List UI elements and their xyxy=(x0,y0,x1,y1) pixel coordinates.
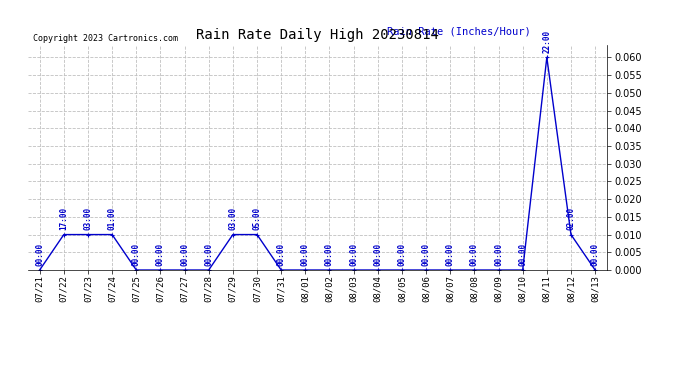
Text: 00:00: 00:00 xyxy=(277,243,286,266)
Text: 00:00: 00:00 xyxy=(349,243,358,266)
Text: 00:00: 00:00 xyxy=(518,243,527,266)
Text: 03:00: 03:00 xyxy=(83,207,92,230)
Text: 00:00: 00:00 xyxy=(156,243,165,266)
Text: 00:00: 00:00 xyxy=(422,243,431,266)
Text: 01:00: 01:00 xyxy=(108,207,117,230)
Text: 00:00: 00:00 xyxy=(132,243,141,266)
Text: 00:00: 00:00 xyxy=(35,243,44,266)
Text: 00:00: 00:00 xyxy=(591,243,600,266)
Text: Rain Rate (Inches/Hour): Rain Rate (Inches/Hour) xyxy=(387,26,531,36)
Text: 00:00: 00:00 xyxy=(470,243,479,266)
Text: 00:00: 00:00 xyxy=(180,243,189,266)
Text: 22:00: 22:00 xyxy=(542,30,551,53)
Text: 00:00: 00:00 xyxy=(325,243,334,266)
Text: 00:00: 00:00 xyxy=(373,243,382,266)
Text: 03:00: 03:00 xyxy=(228,207,237,230)
Text: 00:00: 00:00 xyxy=(494,243,503,266)
Text: 00:00: 00:00 xyxy=(446,243,455,266)
Title: Rain Rate Daily High 20230814: Rain Rate Daily High 20230814 xyxy=(196,28,439,42)
Text: 05:00: 05:00 xyxy=(253,207,262,230)
Text: 00:00: 00:00 xyxy=(204,243,213,266)
Text: 17:00: 17:00 xyxy=(59,207,68,230)
Text: 00:00: 00:00 xyxy=(301,243,310,266)
Text: Copyright 2023 Cartronics.com: Copyright 2023 Cartronics.com xyxy=(33,34,179,43)
Text: 02:00: 02:00 xyxy=(566,207,575,230)
Text: 00:00: 00:00 xyxy=(397,243,406,266)
